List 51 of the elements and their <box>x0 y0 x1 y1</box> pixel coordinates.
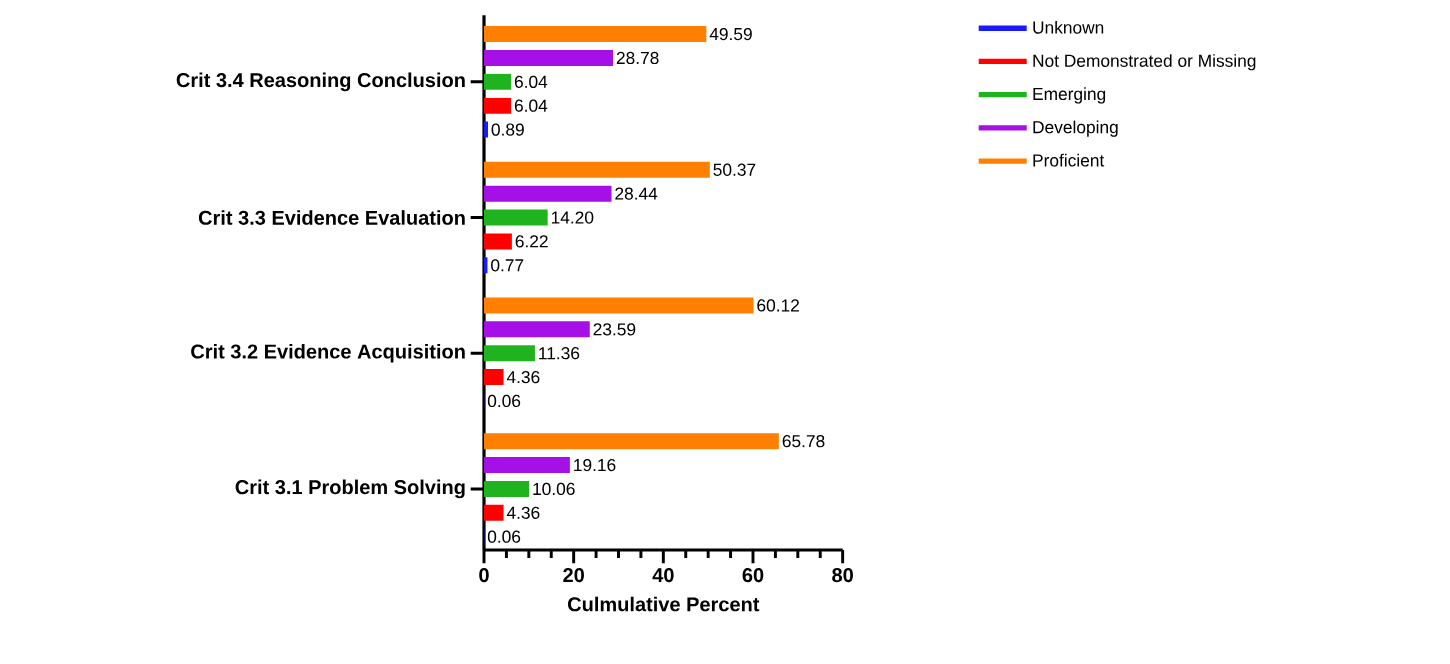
x-tick-label: 60 <box>742 568 764 583</box>
data-label: 19.16 <box>574 458 616 472</box>
bar <box>484 97 512 114</box>
legend-label: Proficient <box>1033 153 1105 167</box>
x-tick-label: 20 <box>563 568 584 583</box>
bar <box>484 457 570 474</box>
bar <box>484 185 612 202</box>
data-label: 0.77 <box>491 259 524 272</box>
data-label: 0.06 <box>487 394 521 408</box>
x-tick-label: 40 <box>652 568 674 583</box>
data-label: 50.37 <box>713 163 756 176</box>
bar <box>484 345 535 362</box>
data-label: 49.59 <box>709 27 752 41</box>
bar <box>484 433 779 450</box>
data-label: 6.04 <box>514 99 548 112</box>
data-label: 28.78 <box>616 51 659 65</box>
bar <box>484 26 707 43</box>
data-label: 23.59 <box>593 323 636 336</box>
bar <box>484 321 590 338</box>
x-tick-label: 80 <box>832 568 853 583</box>
data-label: 11.36 <box>539 347 580 360</box>
legend-label: Not Demonstrated or Missing <box>1033 54 1256 71</box>
bar <box>484 233 512 250</box>
data-label: 6.04 <box>514 75 548 88</box>
bar <box>484 49 614 66</box>
data-label: 0.89 <box>491 123 524 136</box>
bar <box>484 504 504 521</box>
legend-label: Developing <box>1033 120 1118 137</box>
data-label: 6.22 <box>515 235 548 248</box>
x-axis-title: Culmulative Percent <box>568 596 760 612</box>
y-tick-label: Crit 3.2 Evidence Acquisition <box>191 343 465 363</box>
y-tick-label: Crit 3.4 Reasoning Conclusion <box>176 72 465 92</box>
bar <box>484 73 512 90</box>
y-tick-label: Crit 3.1 Problem Solving <box>235 479 465 499</box>
data-label: 0.06 <box>487 530 521 543</box>
data-label: 28.44 <box>615 187 658 200</box>
data-label: 14.20 <box>551 211 594 224</box>
data-label: 60.12 <box>757 299 799 312</box>
data-label: 10.06 <box>533 482 575 496</box>
legend-label: Emerging <box>1033 87 1106 104</box>
legend-label: Unknown <box>1033 20 1104 34</box>
bar <box>484 480 530 497</box>
data-label: 4.36 <box>506 506 540 519</box>
bar <box>484 369 504 386</box>
data-label: 65.78 <box>782 435 825 448</box>
y-tick-label: Crit 3.3 Evidence Evaluation <box>198 210 465 225</box>
x-tick-label: 0 <box>479 568 489 583</box>
bar <box>484 209 548 226</box>
bar <box>484 297 754 314</box>
bar <box>484 161 710 178</box>
data-label: 4.36 <box>506 370 540 384</box>
